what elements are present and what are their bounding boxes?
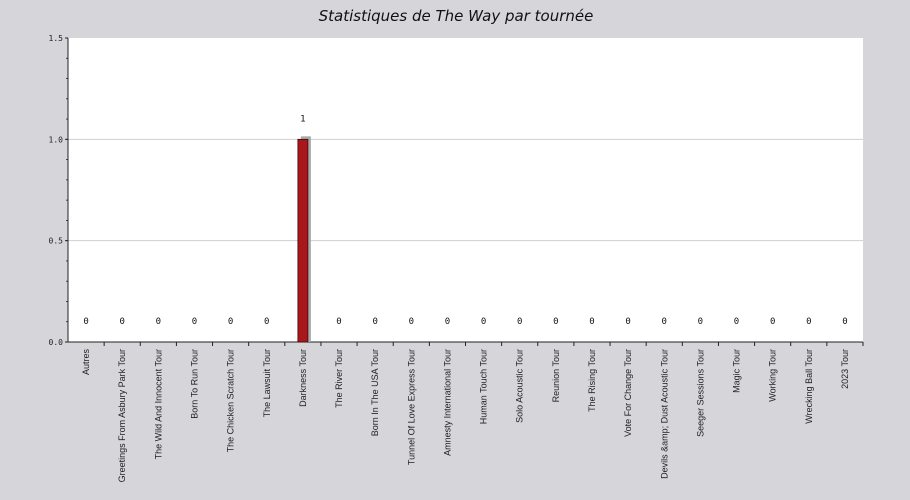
- value-label: 0: [589, 317, 594, 327]
- category-label: 2023 Tour: [840, 349, 850, 389]
- value-label: 0: [842, 317, 847, 327]
- category-label: Autres: [81, 349, 91, 376]
- category-label: The Lawsuit Tour: [262, 349, 272, 417]
- axes: 0.0 0.5 1.0 1.5: [49, 34, 864, 347]
- category-label: The River Tour: [334, 349, 344, 408]
- value-label: 0: [119, 317, 124, 327]
- category-label: Born In The USA Tour: [370, 349, 380, 436]
- category-label: Solo Acoustic Tour: [515, 349, 525, 423]
- category-label: Devils &amp; Dust Acoustic Tour: [659, 349, 669, 479]
- category-label: Seeger Sessions Tour: [695, 349, 705, 437]
- value-label: 0: [553, 317, 558, 327]
- grid-lines: [68, 138, 863, 242]
- category-label: Working Tour: [768, 349, 778, 402]
- value-label: 0: [336, 317, 341, 327]
- category-label: The Chicken Scratch Tour: [226, 349, 236, 452]
- plot-area: [68, 38, 863, 342]
- value-label: 0: [372, 317, 377, 327]
- category-label: The Rising Tour: [587, 349, 597, 412]
- category-labels: Autres Greetings From Asbury Park Tour The…: [81, 349, 850, 483]
- y-tick-label: 0.0: [49, 338, 64, 347]
- category-label: Vote For Change Tour: [623, 349, 633, 437]
- value-labels: 0 0 0 0 0 0 1 0 0 0 0 0 0 0 0 0 0 0 0 0 0 0: [83, 114, 847, 327]
- category-label: Tunnel Of Love Express Tour: [406, 349, 416, 465]
- category-label: Human Touch Tour: [479, 349, 489, 424]
- bars: [297, 136, 311, 343]
- value-label: 0: [806, 317, 811, 327]
- value-label: 0: [770, 317, 775, 327]
- category-label: The Wild And Innocent Tour: [153, 349, 163, 459]
- chart-title: Statistiques de The Way par tournée: [319, 7, 594, 25]
- category-label: Darkness Tour: [298, 349, 308, 407]
- category-label: Born To Run Tour: [189, 349, 199, 419]
- category-label: Wrecking Ball Tour: [804, 349, 814, 424]
- value-label: 0: [156, 317, 161, 327]
- value-label: 0: [734, 317, 739, 327]
- value-label: 0: [83, 317, 88, 327]
- bar: [297, 138, 309, 343]
- value-label: 0: [192, 317, 197, 327]
- value-label: 0: [481, 317, 486, 327]
- value-label: 0: [264, 317, 269, 327]
- y-tick-label: 0.5: [49, 237, 64, 246]
- category-label: Greetings From Asbury Park Tour: [117, 349, 127, 482]
- value-label: 0: [409, 317, 414, 327]
- category-label: Magic Tour: [732, 349, 742, 393]
- y-tick-label: 1.5: [49, 34, 64, 43]
- value-label: 0: [228, 317, 233, 327]
- value-label: 0: [445, 317, 450, 327]
- value-label: 0: [625, 317, 630, 327]
- value-label: 1: [300, 114, 305, 124]
- value-label: 0: [698, 317, 703, 327]
- category-label: Amnesty International Tour: [442, 349, 452, 456]
- value-label: 0: [517, 317, 522, 327]
- category-label: Reunion Tour: [551, 349, 561, 402]
- value-label: 0: [662, 317, 667, 327]
- y-tick-label: 1.0: [49, 135, 64, 144]
